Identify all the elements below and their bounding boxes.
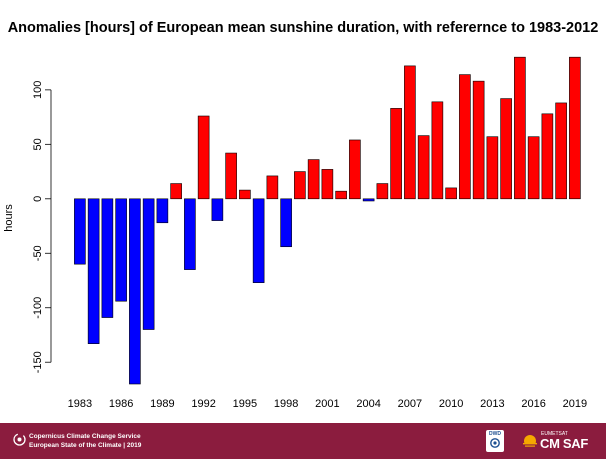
footer-line-1: Copernicus Climate Change Service [29, 433, 141, 440]
bar-2008 [417, 135, 430, 200]
x-tick-label: 2013 [480, 398, 504, 410]
bar-1996 [252, 198, 265, 283]
x-tick-label: 2019 [563, 398, 587, 410]
bar-1985 [101, 198, 114, 318]
x-tick-label: 1983 [68, 398, 92, 410]
x-tick-label: 2010 [439, 398, 463, 410]
dwd-label: DWD [489, 431, 501, 437]
bar-2007 [404, 65, 416, 200]
bar-2006 [390, 108, 402, 200]
x-tick-label: 2001 [315, 398, 339, 410]
bar-2005 [376, 183, 389, 200]
x-tick-label: 1992 [191, 398, 215, 410]
bar-1994 [225, 152, 237, 200]
bar-1986 [115, 198, 127, 302]
dwd-logo: DWD [486, 430, 504, 452]
bar-1984 [87, 198, 100, 344]
bar-2012 [472, 80, 485, 200]
x-tick-label: 2016 [521, 398, 545, 410]
bar-2009 [431, 101, 444, 200]
y-tick-label: -50 [32, 245, 44, 261]
bar-2004 [362, 198, 375, 202]
x-tick-label: 2007 [398, 398, 422, 410]
y-tick-label: 0 [32, 196, 44, 202]
bar-1989 [156, 198, 169, 224]
bar-1991 [184, 198, 196, 270]
bar-2011 [459, 74, 471, 200]
bar-1999 [294, 171, 306, 200]
y-tick-label: -100 [32, 297, 44, 319]
bar-2010 [445, 187, 457, 200]
c3s-logo-icon [13, 433, 26, 446]
y-tick-label: -150 [32, 351, 44, 373]
bar-1987 [129, 198, 141, 385]
bar-1995 [239, 189, 251, 200]
bar-1988 [142, 198, 155, 330]
bar-1997 [266, 175, 279, 200]
y-axis: -150 -100 -50 0 50 100 [32, 81, 52, 373]
x-tick-label: 1998 [274, 398, 298, 410]
bar-2000 [307, 159, 320, 200]
x-tick-label: 1995 [233, 398, 257, 410]
bar-2014 [500, 98, 512, 200]
x-axis: 1983 1986 1989 1992 1995 1998 2001 2004 2007 2010… [68, 398, 587, 410]
footer-banner: Copernicus Climate Change Service Europe… [0, 423, 606, 459]
bar-1990 [170, 183, 182, 200]
bar-1983 [74, 198, 86, 265]
cmsaf-logo-text: CM SAF [540, 436, 589, 451]
bar-2016 [527, 136, 540, 200]
chart-title: Anomalies [hours] of European mean sunsh… [7, 20, 599, 36]
bar-2018 [555, 102, 567, 200]
sun-icon [521, 435, 539, 449]
bar-1998 [280, 198, 292, 248]
bar-2015 [514, 56, 526, 200]
x-tick-label: 1989 [150, 398, 174, 410]
bar-1993 [211, 198, 224, 221]
bar-2017 [541, 113, 554, 200]
y-tick-label: 100 [32, 81, 44, 99]
y-tick-label: 50 [32, 138, 44, 150]
bar-2003 [349, 139, 361, 200]
bar-2019 [569, 56, 581, 200]
x-tick-label: 1986 [109, 398, 133, 410]
bar-2001 [321, 169, 334, 200]
y-axis-label: hours [3, 204, 15, 232]
x-tick-label: 2004 [356, 398, 380, 410]
footer-line-2: European State of the Climate | 2019 [29, 442, 142, 449]
bar-2002 [335, 190, 347, 200]
bar-1992 [197, 115, 210, 200]
bar-2013 [486, 136, 499, 200]
dwd-swirl-icon [490, 438, 500, 448]
bar-series [74, 56, 581, 385]
cmsaf-subtitle: EUMETSAT [541, 431, 568, 437]
